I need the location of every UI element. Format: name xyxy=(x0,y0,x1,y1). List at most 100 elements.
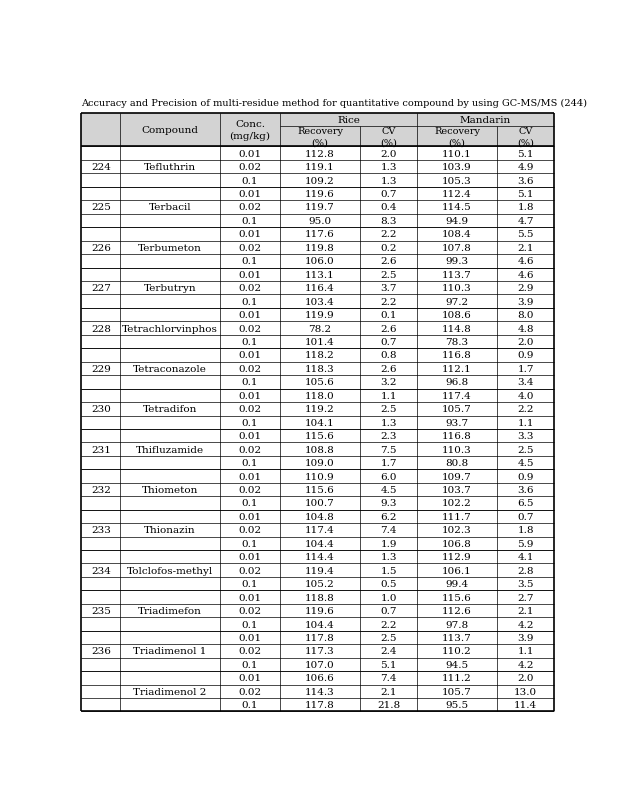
Bar xyxy=(81,671,120,711)
Bar xyxy=(81,389,554,402)
Text: 119.6: 119.6 xyxy=(305,190,335,199)
Text: Thionazin: Thionazin xyxy=(144,526,196,535)
Bar xyxy=(81,430,120,470)
Text: 0.1: 0.1 xyxy=(242,337,259,347)
Text: 104.4: 104.4 xyxy=(305,620,335,629)
Text: 0.1: 0.1 xyxy=(380,311,397,320)
Text: 2.7: 2.7 xyxy=(517,593,534,602)
Text: 112.8: 112.8 xyxy=(305,149,335,158)
Text: 106.0: 106.0 xyxy=(305,257,335,266)
Text: 236: 236 xyxy=(91,646,111,655)
Text: 0.1: 0.1 xyxy=(242,700,259,709)
Text: 4.6: 4.6 xyxy=(517,271,534,279)
Text: 4.5: 4.5 xyxy=(380,485,397,495)
Bar xyxy=(120,430,220,470)
Text: Recovery
(%): Recovery (%) xyxy=(434,127,480,147)
Text: 0.9: 0.9 xyxy=(517,351,534,360)
Text: Mandarin: Mandarin xyxy=(460,116,512,124)
Text: 78.3: 78.3 xyxy=(446,337,469,347)
Bar xyxy=(81,550,554,564)
Text: CV
(%): CV (%) xyxy=(517,127,534,147)
Text: 0.1: 0.1 xyxy=(242,459,259,467)
Bar xyxy=(81,456,554,470)
Text: 1.3: 1.3 xyxy=(380,552,397,561)
Bar xyxy=(81,631,120,671)
Text: 0.7: 0.7 xyxy=(380,606,397,615)
Text: 78.2: 78.2 xyxy=(309,324,332,333)
Text: 4.7: 4.7 xyxy=(517,217,534,226)
Text: 1.3: 1.3 xyxy=(380,177,397,185)
Text: 114.4: 114.4 xyxy=(305,552,335,561)
Bar xyxy=(81,362,554,376)
Text: 0.01: 0.01 xyxy=(239,149,262,158)
Text: Compound: Compound xyxy=(141,126,198,135)
Text: 105.7: 105.7 xyxy=(442,687,472,696)
Text: 101.4: 101.4 xyxy=(305,337,335,347)
Text: 0.02: 0.02 xyxy=(239,243,262,252)
Bar xyxy=(81,255,554,268)
Text: 225: 225 xyxy=(91,203,111,212)
Bar xyxy=(120,389,220,430)
Bar xyxy=(81,174,554,188)
Text: 0.01: 0.01 xyxy=(239,674,262,683)
Text: 2.2: 2.2 xyxy=(380,620,397,629)
Bar xyxy=(120,550,220,591)
Text: 2.2: 2.2 xyxy=(380,230,397,239)
Text: 0.01: 0.01 xyxy=(239,190,262,199)
Text: 93.7: 93.7 xyxy=(446,418,469,427)
Text: 5.9: 5.9 xyxy=(517,539,534,548)
Bar xyxy=(81,604,554,618)
Bar xyxy=(120,470,220,510)
Text: 6.5: 6.5 xyxy=(517,499,534,507)
Text: 104.4: 104.4 xyxy=(305,539,335,548)
Bar xyxy=(120,228,220,268)
Bar xyxy=(120,114,220,147)
Text: 235: 235 xyxy=(91,606,111,615)
Text: 100.7: 100.7 xyxy=(305,499,335,507)
Bar xyxy=(81,537,554,550)
Bar xyxy=(81,389,120,430)
Text: 0.01: 0.01 xyxy=(239,432,262,441)
Text: 103.9: 103.9 xyxy=(442,163,472,172)
Text: 1.8: 1.8 xyxy=(517,203,534,212)
Text: 13.0: 13.0 xyxy=(514,687,537,696)
Text: 2.6: 2.6 xyxy=(380,257,397,266)
Text: 1.3: 1.3 xyxy=(380,163,397,172)
Text: 102.2: 102.2 xyxy=(442,499,472,507)
Text: 112.1: 112.1 xyxy=(442,365,472,373)
Text: 80.8: 80.8 xyxy=(446,459,469,467)
Text: 0.1: 0.1 xyxy=(242,257,259,266)
Bar xyxy=(280,114,417,147)
Text: 119.7: 119.7 xyxy=(305,203,335,212)
Text: 108.6: 108.6 xyxy=(442,311,472,320)
Text: 119.9: 119.9 xyxy=(305,311,335,320)
Text: 0.1: 0.1 xyxy=(242,660,259,669)
Text: 1.5: 1.5 xyxy=(380,566,397,575)
Bar xyxy=(81,631,554,644)
Text: 0.01: 0.01 xyxy=(239,512,262,521)
Bar xyxy=(81,685,554,698)
Text: 99.4: 99.4 xyxy=(446,580,469,589)
Text: 109.2: 109.2 xyxy=(305,177,335,185)
Text: 1.3: 1.3 xyxy=(380,418,397,427)
Text: 5.1: 5.1 xyxy=(517,149,534,158)
Text: Triadimefon: Triadimefon xyxy=(138,606,202,615)
Text: 7.4: 7.4 xyxy=(380,526,397,535)
Text: 119.6: 119.6 xyxy=(305,606,335,615)
Text: 115.6: 115.6 xyxy=(305,432,335,441)
Text: 102.3: 102.3 xyxy=(442,526,472,535)
Text: 0.01: 0.01 xyxy=(239,593,262,602)
Text: 105.2: 105.2 xyxy=(305,580,335,589)
Bar xyxy=(81,114,120,147)
Text: 116.8: 116.8 xyxy=(442,432,472,441)
Text: 0.02: 0.02 xyxy=(239,485,262,495)
Text: Tetrachlorvinphos: Tetrachlorvinphos xyxy=(122,324,218,333)
Bar xyxy=(417,114,554,147)
Bar xyxy=(220,114,280,147)
Text: 115.6: 115.6 xyxy=(305,485,335,495)
Text: 8.3: 8.3 xyxy=(380,217,397,226)
Bar xyxy=(81,214,554,228)
Text: 228: 228 xyxy=(91,324,111,333)
Text: 4.9: 4.9 xyxy=(517,163,534,172)
Text: 113.1: 113.1 xyxy=(305,271,335,279)
